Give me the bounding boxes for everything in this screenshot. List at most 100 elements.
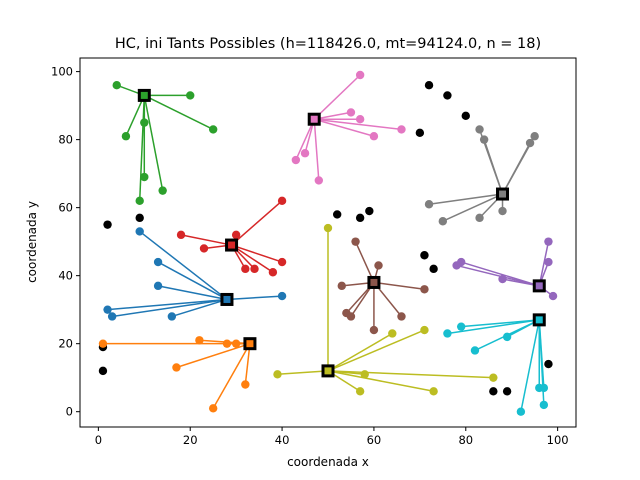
cluster-6-point-1 (544, 257, 553, 267)
cluster-2-link-4 (428, 193, 503, 205)
unassigned-point-10 (461, 111, 470, 121)
cluster-9-point-0 (323, 223, 333, 233)
cluster-8-point-7 (516, 407, 526, 416)
cluster-0-link-3 (125, 95, 145, 137)
cluster-9-point-7 (429, 387, 438, 396)
cluster-4-point-6 (167, 312, 177, 321)
y-axis: 0 20 40 60 80 100 (51, 65, 80, 419)
cluster-7-point-3 (231, 339, 241, 348)
y-tick-label-0: 0 (66, 405, 73, 419)
cluster-3-link-0 (231, 200, 283, 246)
cluster-0-point-0 (112, 81, 121, 90)
cluster-9-link-5 (327, 370, 494, 379)
cluster-0-link-2 (143, 94, 214, 131)
cluster-8-center-fill (535, 316, 543, 324)
x-tick-label-2: 40 (275, 433, 290, 447)
cluster-4-point-5 (107, 312, 117, 321)
cluster-2-point-0 (475, 125, 484, 134)
cluster-1-point-1 (346, 108, 356, 117)
cluster-0-link-6 (138, 95, 146, 201)
y-axis-label: coordenada y (25, 201, 39, 283)
cluster-9-point-4 (360, 370, 369, 379)
cluster-3-point-6 (268, 268, 278, 277)
cluster-9-point-2 (420, 325, 429, 335)
cluster-6-link-0 (538, 241, 550, 287)
cluster-7-point-1 (195, 336, 204, 345)
x-tick-label-5: 100 (547, 433, 569, 447)
unassigned-point-9 (443, 91, 452, 100)
y-tick-label-3: 60 (58, 201, 73, 215)
cluster-9-point-3 (273, 370, 282, 379)
cluster-4-point-4 (103, 305, 112, 314)
cluster-1-point-0 (355, 70, 365, 80)
unassigned-point-8 (424, 81, 434, 90)
cluster-1-point-3 (369, 132, 379, 141)
y-tick-label-2: 40 (58, 269, 73, 283)
y-tick-label-1: 20 (58, 337, 73, 351)
x-tick-label-4: 80 (458, 433, 473, 447)
plot-area (98, 70, 558, 416)
cluster-7-point-6 (208, 404, 218, 413)
unassigned-point-7 (415, 128, 425, 138)
cluster-1-point-6 (291, 155, 301, 165)
y-tick-label-5: 100 (51, 65, 73, 79)
cluster-9-point-5 (489, 373, 498, 382)
cluster-5-point-3 (420, 285, 429, 294)
cluster-4-point-3 (277, 291, 287, 301)
cluster-9-link-3 (277, 370, 329, 376)
cluster-0-point-7 (158, 186, 167, 195)
cluster-1-center-fill (310, 115, 318, 123)
cluster-7-link-4 (176, 342, 251, 369)
cluster-8-point-5 (539, 383, 549, 393)
cluster-3-link-2 (180, 234, 232, 246)
unassigned-point-0 (103, 220, 112, 229)
unassigned-point-6 (365, 206, 374, 216)
unassigned-point-14 (502, 387, 512, 396)
cluster-1-link-4 (314, 118, 402, 131)
cluster-3-point-7 (277, 257, 287, 267)
unassigned-point-5 (355, 213, 365, 223)
cluster-9-point-6 (355, 387, 365, 396)
cluster-6-point-0 (544, 237, 553, 246)
cluster-3-link-6 (231, 244, 274, 273)
cluster-1-link-0 (313, 74, 361, 120)
cluster-8-link-1 (447, 319, 540, 335)
cluster-5-link-3 (373, 281, 425, 291)
cluster-2-point-5 (438, 217, 448, 226)
cluster-0-center-fill (140, 91, 148, 99)
cluster-0-point-6 (135, 196, 144, 206)
unassigned-point-11 (420, 251, 429, 260)
cluster-2-point-4 (424, 200, 434, 209)
cluster-5-point-2 (337, 281, 346, 291)
cluster-7-center-fill (246, 340, 254, 348)
unassigned-point-1 (135, 213, 144, 223)
unassigned-point-12 (429, 264, 438, 274)
cluster-9-point-1 (388, 329, 397, 338)
cluster-5-point-5 (346, 312, 356, 321)
cluster-1-link-3 (314, 118, 375, 137)
cluster-0-point-2 (208, 125, 218, 134)
cluster-5-link-0 (354, 241, 375, 283)
cluster-8-point-6 (539, 400, 549, 410)
cluster-2-point-1 (479, 135, 489, 144)
cluster-4-link-2 (157, 285, 228, 301)
cluster-3-point-4 (241, 264, 250, 274)
cluster-8-link-7 (520, 319, 540, 412)
cluster-7-link-5 (244, 343, 251, 385)
cluster-6-point-5 (548, 291, 558, 301)
cluster-3-point-3 (199, 244, 209, 253)
cluster-3-center-fill (228, 241, 236, 249)
cluster-3-point-1 (231, 230, 241, 240)
chart-title: HC, ini Tants Possibles (h=118426.0, mt=… (115, 36, 541, 52)
unassigned-point-4 (332, 210, 342, 219)
cluster-1-point-2 (355, 115, 365, 124)
cluster-5-center-fill (370, 278, 378, 286)
cluster-2-point-7 (498, 206, 507, 216)
cluster-8-point-0 (456, 322, 466, 331)
cluster-1-point-5 (300, 149, 310, 158)
cluster-2-link-1 (483, 139, 504, 195)
cluster-8-point-2 (470, 346, 480, 355)
cluster-4-point-0 (135, 227, 144, 236)
cluster-1-point-7 (314, 176, 324, 185)
cluster-4-link-1 (157, 261, 228, 301)
